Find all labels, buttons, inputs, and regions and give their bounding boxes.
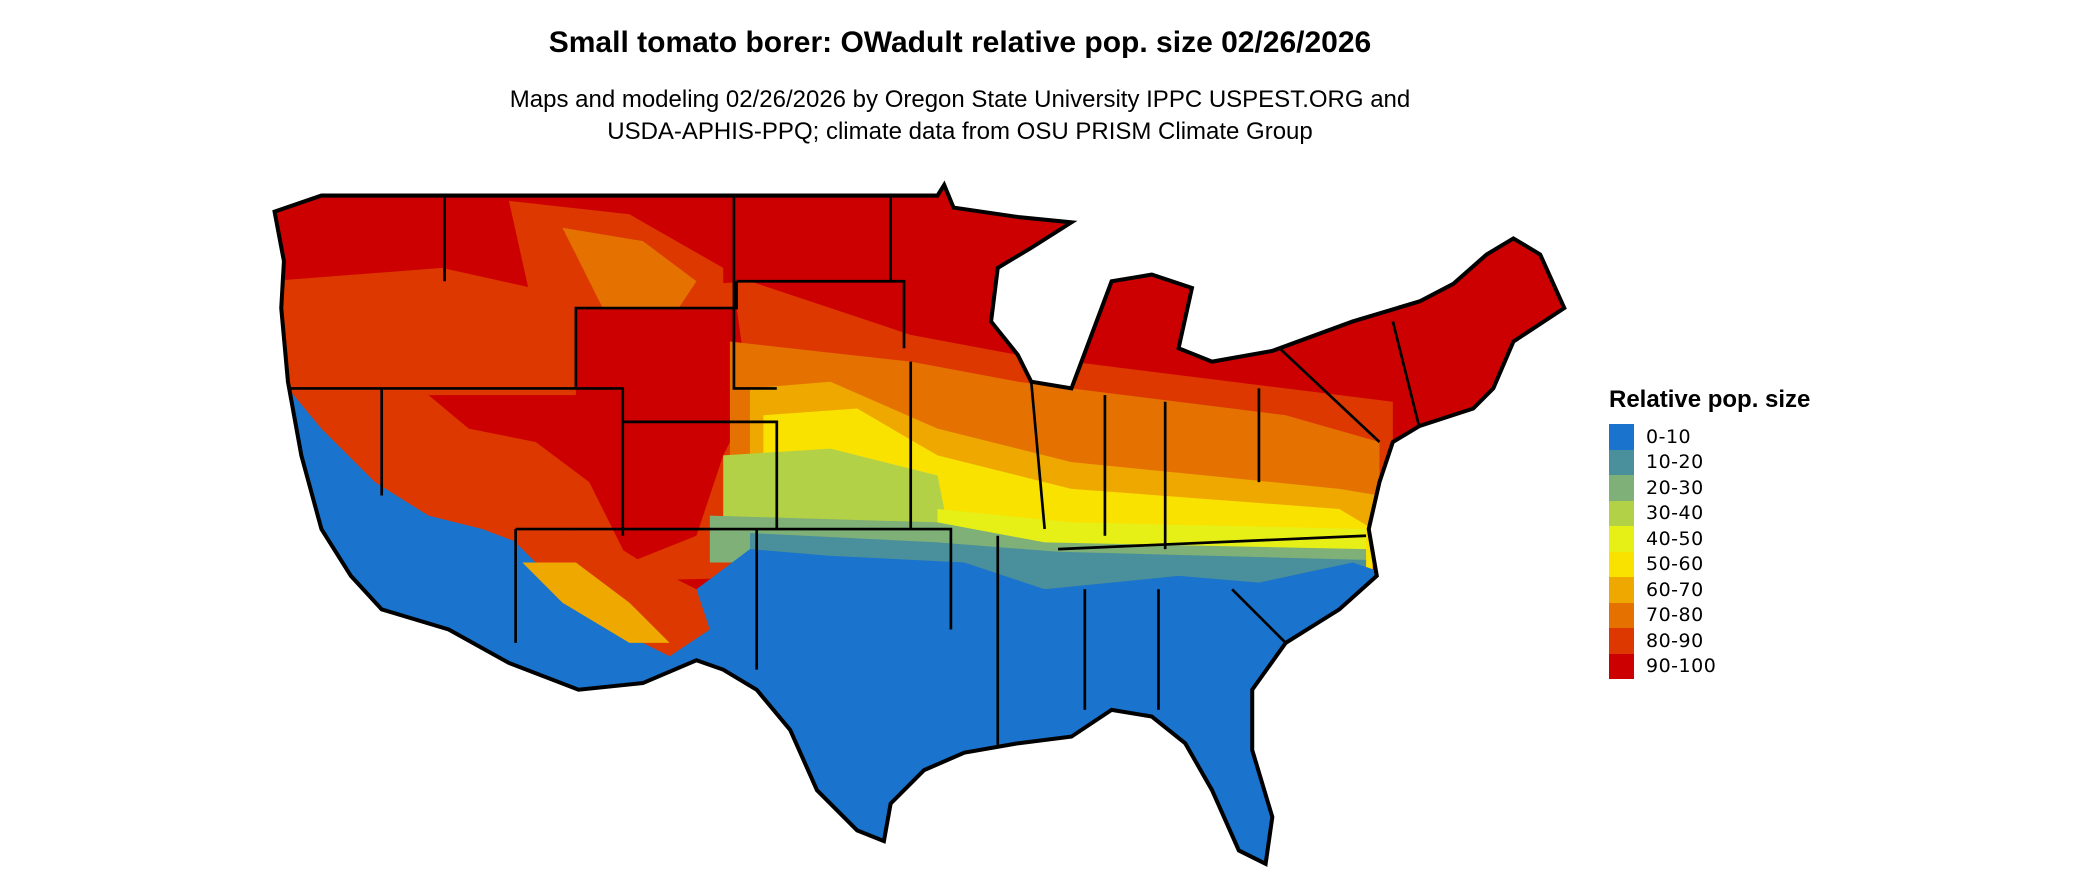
legend-label: 40-50 (1646, 527, 1704, 550)
legend-item: 70-80 (1609, 602, 1810, 628)
legend-swatch (1609, 628, 1634, 654)
legend-swatch (1609, 602, 1634, 628)
legend-item: 60-70 (1609, 577, 1810, 603)
legend-swatch (1609, 424, 1634, 450)
legend-label: 0-10 (1646, 425, 1692, 448)
legend-swatch (1609, 653, 1634, 679)
legend-item: 30-40 (1609, 500, 1810, 526)
legend-label: 70-80 (1646, 604, 1704, 627)
legend-item: 90-100 (1609, 653, 1810, 679)
legend-item: 0-10 (1609, 424, 1810, 450)
zone-90-100-patch (428, 308, 750, 563)
zone-30-40 (723, 448, 945, 530)
legend-swatch (1609, 449, 1634, 475)
legend-swatch (1609, 500, 1634, 526)
legend-items: 0-10 10-20 20-30 30-40 40-50 50-60 60-70 70-80 8… (1609, 424, 1810, 679)
legend-swatch (1609, 475, 1634, 501)
legend-label: 50-60 (1646, 553, 1704, 576)
legend-swatch (1609, 551, 1634, 577)
subtitle-line-1: Maps and modeling 02/26/2026 by Oregon S… (509, 86, 1411, 113)
legend-item: 40-50 (1609, 526, 1810, 552)
legend-swatch (1609, 577, 1634, 603)
legend-label: 10-20 (1646, 451, 1704, 474)
legend-label: 60-70 (1646, 578, 1704, 601)
legend-item: 10-20 (1609, 449, 1810, 475)
subtitle-line-2: USDA-APHIS-PPQ; climate data from OSU PR… (607, 118, 1313, 145)
state-boundaries (275, 185, 1565, 864)
map-subtitle: Maps and modeling 02/26/2026 by Oregon S… (0, 84, 1920, 148)
map-title: Small tomato borer: OWadult relative pop… (548, 26, 1372, 59)
legend-item: 80-90 (1609, 628, 1810, 654)
legend: Relative pop. size 0-10 10-20 20-30 30-40 40… (1609, 386, 1810, 679)
legend-swatch (1609, 526, 1634, 552)
legend-label: 30-40 (1646, 502, 1704, 525)
zone-60-70-sw (522, 562, 670, 643)
legend-title: Relative pop. size (1609, 386, 1811, 413)
population-raster (274, 184, 1565, 864)
legend-label: 80-90 (1646, 629, 1704, 652)
legend-label: 90-100 (1646, 655, 1717, 678)
legend-label: 20-30 (1646, 476, 1704, 499)
legend-item: 50-60 (1609, 551, 1810, 577)
legend-item: 20-30 (1609, 475, 1810, 501)
zone-70-80 (562, 227, 697, 322)
